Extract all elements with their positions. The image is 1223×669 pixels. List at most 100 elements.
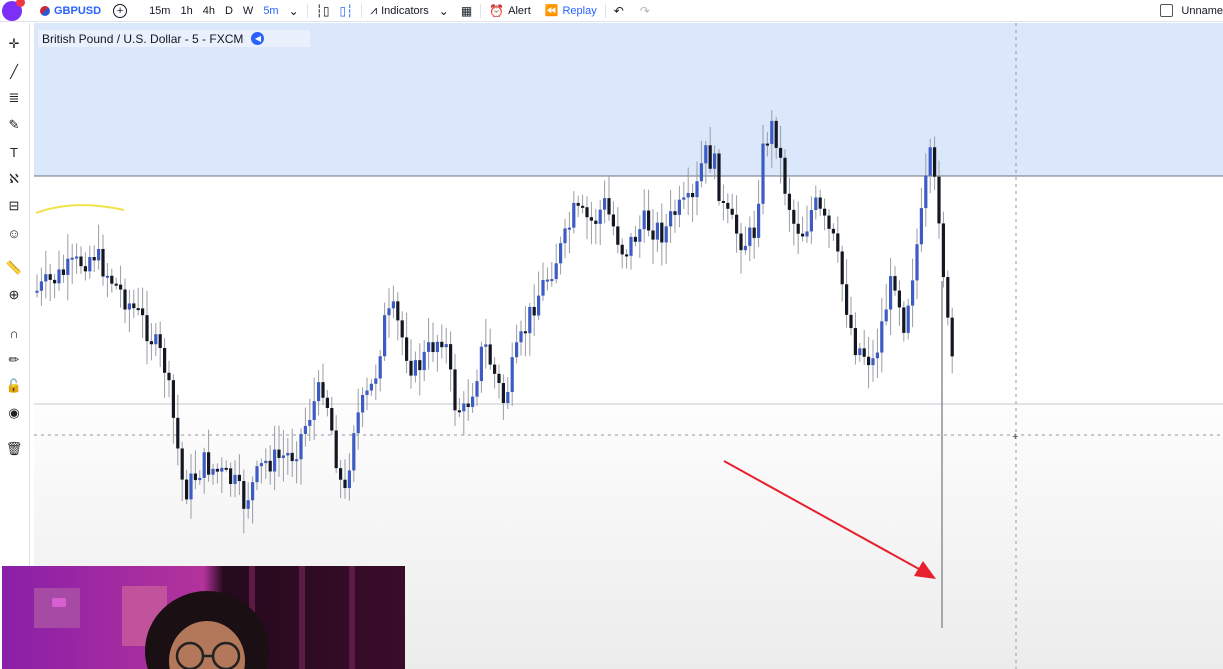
candle-body [334, 430, 338, 469]
candle-body [906, 305, 910, 333]
candle-body [237, 474, 241, 482]
candle-body [598, 209, 602, 224]
lock-drawings-icon[interactable]: ✏ [8, 352, 20, 367]
candle-body [550, 279, 554, 282]
candle-body [273, 449, 277, 472]
layout-name-button[interactable]: Unname [1160, 0, 1223, 22]
candle-body [440, 341, 444, 348]
prediction-icon[interactable]: ⊟ [8, 198, 20, 213]
timeframe-w[interactable]: W [242, 4, 254, 17]
alarm-clock-icon: ⏰ [489, 3, 505, 18]
candle-body [229, 468, 233, 484]
candle-body [378, 356, 382, 379]
candle-body [581, 205, 585, 208]
replay-button[interactable]: ⏪ Replay [545, 0, 597, 22]
timeframe-d[interactable]: D [224, 4, 233, 17]
candle-body [757, 203, 761, 238]
candle-body [691, 192, 695, 198]
candle-body [871, 358, 875, 366]
person-face [169, 621, 245, 669]
candle-body [902, 307, 906, 333]
app-logo[interactable] [0, 0, 25, 22]
resistance-zone[interactable] [34, 23, 1223, 176]
candle-body [867, 356, 871, 366]
legend-title: British Pound / U.S. Dollar - 5 - FXCM [42, 31, 244, 46]
candle-body [510, 357, 514, 392]
symbol-search-button[interactable]: GBPUSD [22, 0, 101, 22]
timeframe-4h[interactable]: 4h [202, 4, 215, 17]
candle-body [673, 211, 677, 215]
chart-legend: British Pound / U.S. Dollar - 5 - FXCM ◀ [38, 30, 311, 47]
candle-body [589, 217, 593, 221]
candle-body [853, 328, 857, 356]
candle-body [585, 207, 589, 218]
trendline-icon[interactable]: ╱ [10, 64, 18, 79]
candle-body [889, 276, 893, 310]
candle-body [312, 401, 316, 421]
layouts-grid-icon[interactable]: ▦ [460, 3, 473, 18]
candle-body [783, 157, 787, 194]
candle-body [413, 360, 417, 376]
candle-body [616, 226, 620, 245]
candle-body [352, 433, 356, 471]
emoji-icon[interactable]: ☺ [7, 225, 21, 241]
candle-body [933, 147, 937, 177]
candles-chart-type-icon[interactable]: ┆▯ [315, 3, 330, 18]
fib-icon[interactable]: ≣ [8, 90, 20, 105]
ruler-icon[interactable]: 📏 [5, 260, 23, 275]
price-chart[interactable]: + [34, 23, 1223, 669]
top-toolbar: GBPUSD + 15m 1h 4h D W 5m ⌄ ┆▯ ▯┆ ⩘ Indi… [0, 0, 1223, 22]
candle-body [185, 479, 189, 500]
candle-body [211, 468, 215, 475]
candle-body [572, 202, 576, 228]
candle-body [290, 452, 294, 462]
candle-body [347, 470, 351, 489]
crosshair-icon[interactable]: ✛ [8, 36, 20, 51]
brush-icon[interactable]: ✎ [8, 117, 20, 132]
candle-body [53, 279, 57, 284]
symbol-label: GBPUSD [54, 4, 102, 17]
compare-symbol-icon[interactable]: + [113, 3, 128, 18]
candle-body [805, 231, 809, 237]
candle-body [836, 233, 840, 252]
candle-body [809, 209, 813, 232]
candle-body [484, 344, 488, 347]
candle-body [163, 347, 167, 373]
candle-body [435, 341, 439, 353]
candle-body [35, 290, 39, 293]
alert-button[interactable]: ⏰ Alert [489, 0, 531, 22]
trash-icon[interactable]: 🗑 [5, 441, 23, 456]
candle-body [136, 308, 140, 311]
undo-icon[interactable]: ↶ [613, 3, 624, 18]
text-icon[interactable]: T [10, 144, 18, 160]
collapse-legend-icon[interactable]: ◀ [251, 32, 265, 45]
timeframe-15m[interactable]: 15m [149, 4, 171, 17]
timeframe-5m[interactable]: 5m [263, 4, 279, 17]
timeframe-1h[interactable]: 1h [180, 4, 193, 17]
eye-icon[interactable]: ◉ [8, 405, 20, 420]
candle-body [317, 382, 321, 402]
candle-body [523, 331, 527, 334]
candle-body [471, 396, 475, 408]
redo-icon[interactable]: ↷ [639, 3, 650, 18]
candle-body [611, 214, 615, 227]
candle-body [171, 380, 175, 418]
candle-body [475, 381, 479, 397]
bars-chart-type-icon[interactable]: ▯┆ [339, 3, 354, 18]
pattern-icon[interactable]: ℵ [9, 171, 19, 186]
highlighter-stroke [35, 204, 125, 214]
candle-body [647, 210, 651, 231]
candle-body [677, 199, 681, 215]
candle-body [383, 315, 387, 357]
candle-body [603, 198, 607, 210]
lock-icon[interactable]: 🔓 [5, 378, 23, 393]
zoom-icon[interactable]: ⊕ [8, 287, 20, 302]
candle-body [629, 236, 633, 256]
candle-body [713, 153, 717, 169]
magnet-icon[interactable]: ∩ [9, 325, 19, 341]
indicators-button[interactable]: ⩘ Indicators ⌄ [370, 0, 449, 22]
candle-body [827, 215, 831, 229]
timeframe-dropdown-icon[interactable]: ⌄ [288, 3, 299, 18]
candle-body [343, 479, 347, 489]
candle-body [919, 208, 923, 245]
